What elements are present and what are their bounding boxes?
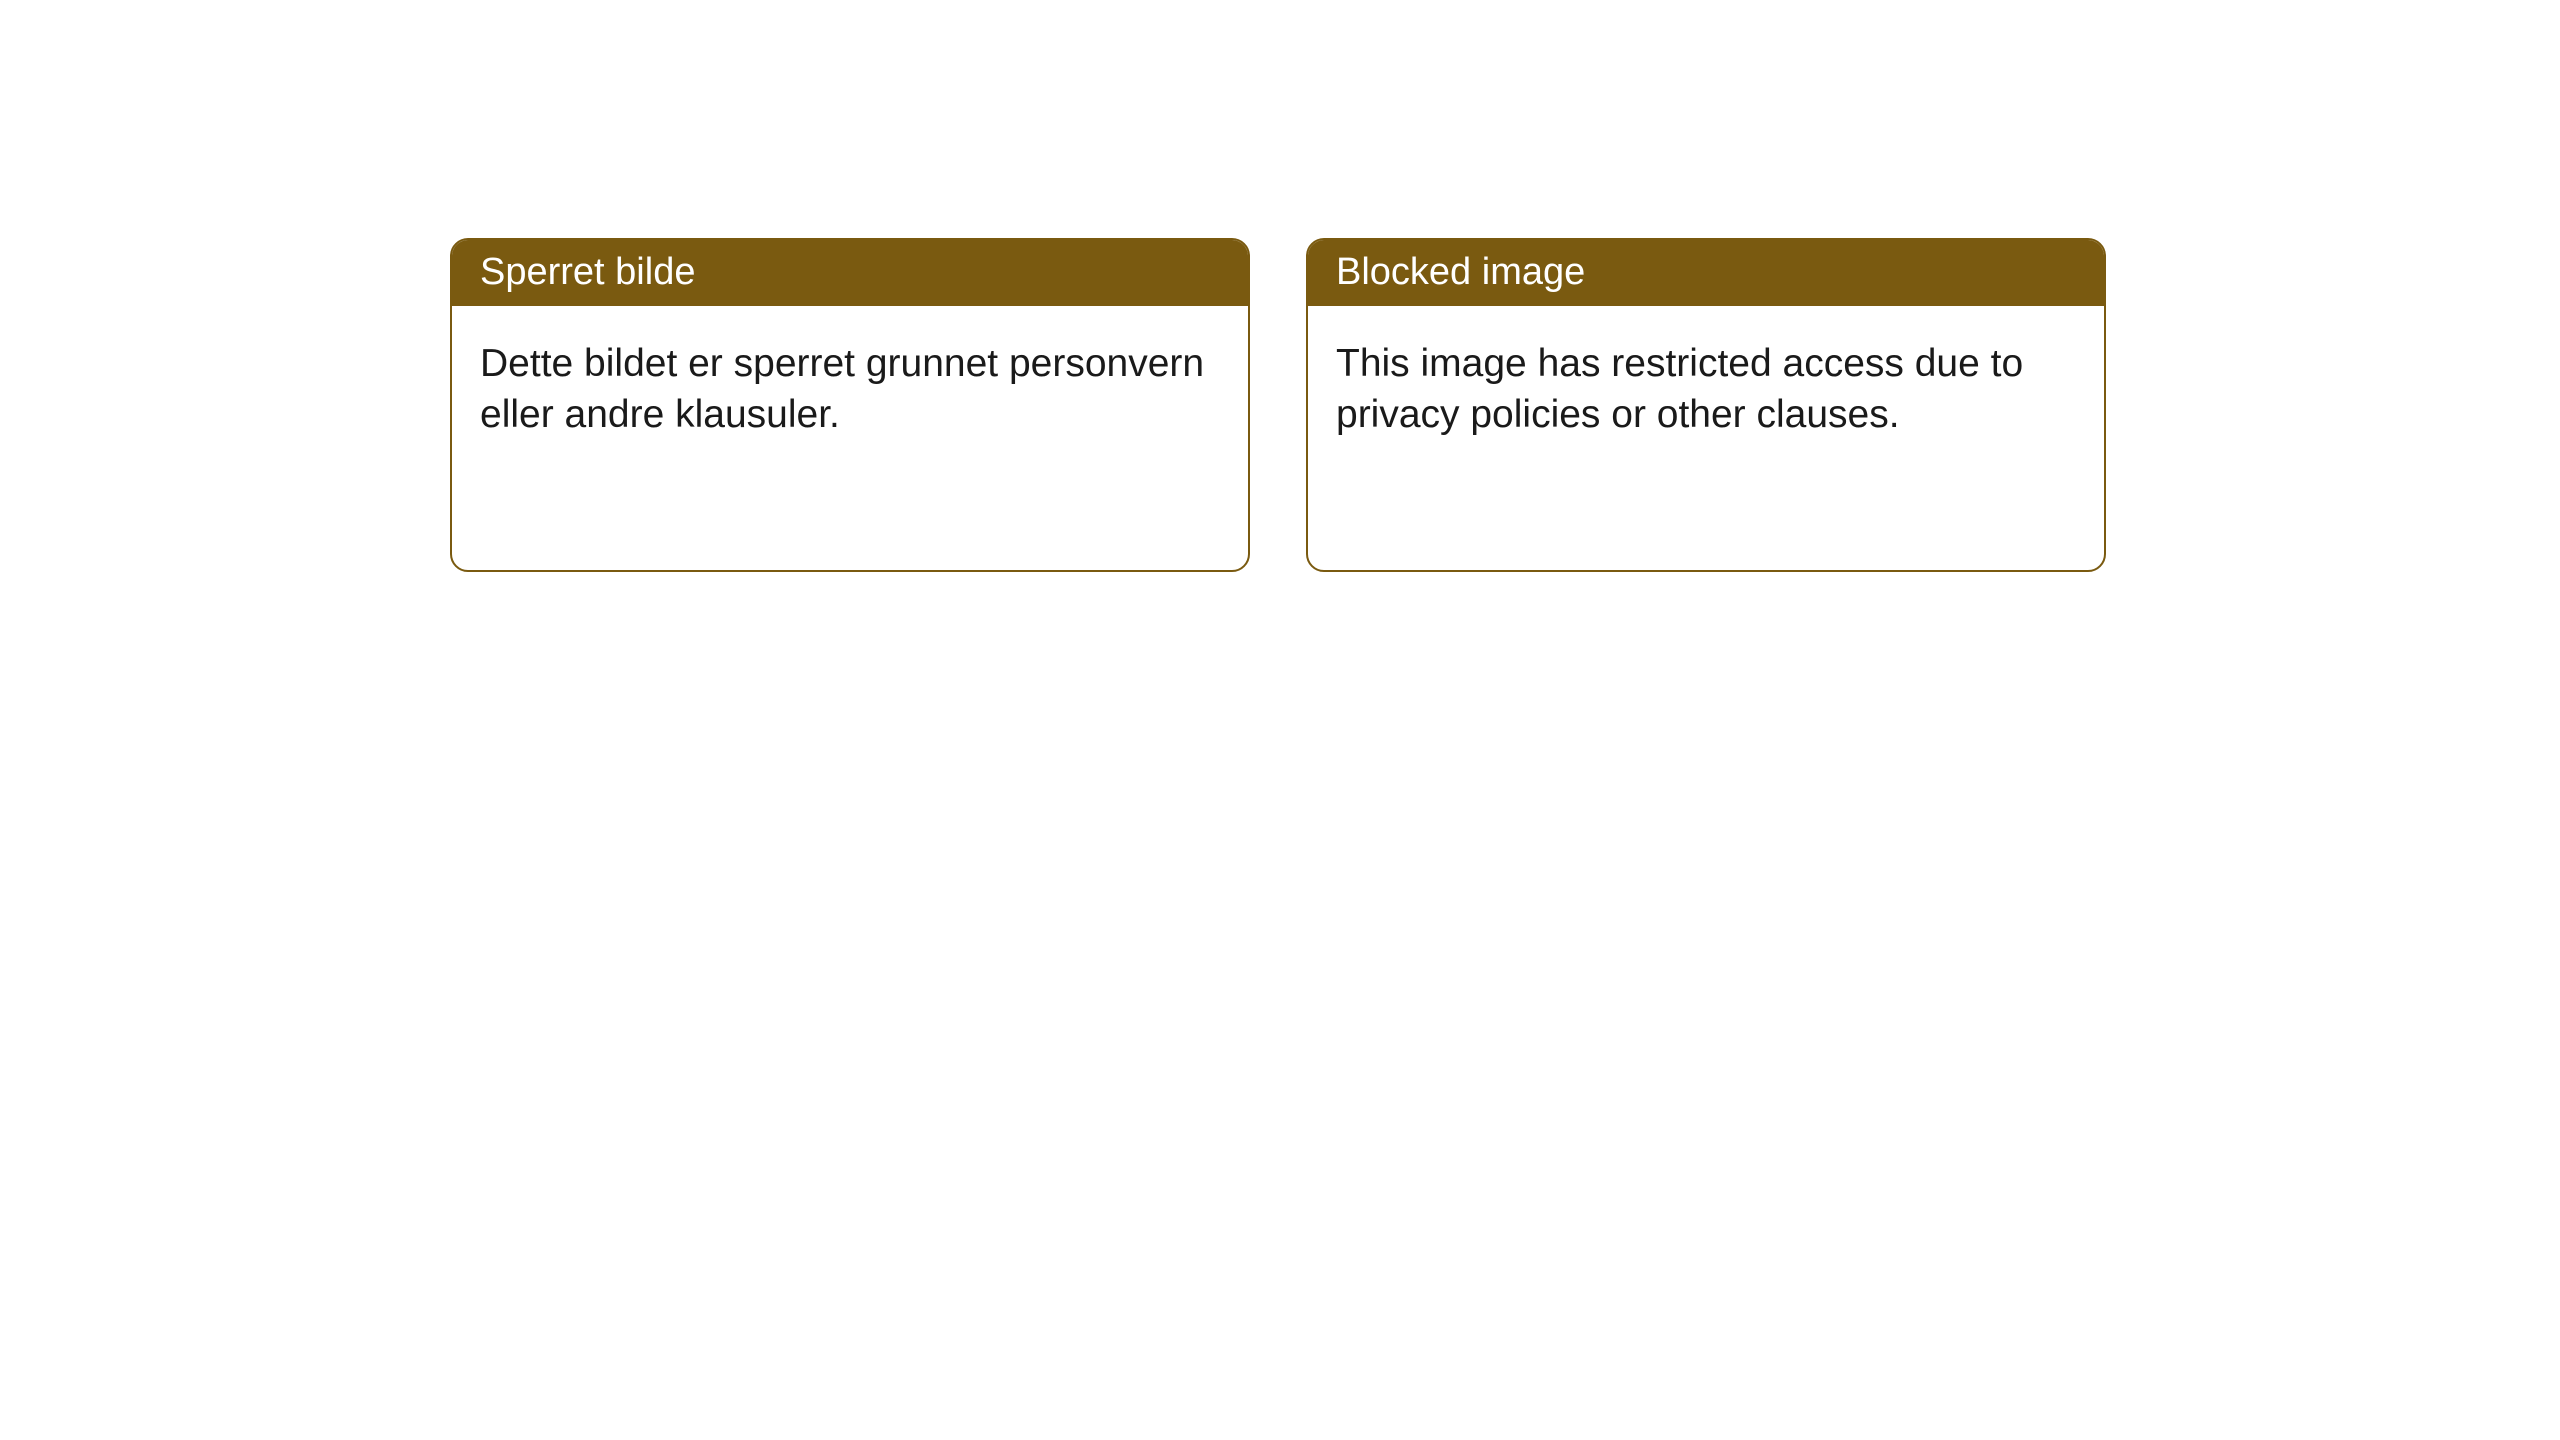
blocked-image-card-norwegian: Sperret bilde Dette bildet er sperret gr… xyxy=(450,238,1250,572)
card-title-norwegian: Sperret bilde xyxy=(480,251,695,293)
card-message-english: This image has restricted access due to … xyxy=(1336,342,2023,437)
card-body-norwegian: Dette bildet er sperret grunnet personve… xyxy=(452,306,1248,474)
card-header-norwegian: Sperret bilde xyxy=(452,240,1248,306)
card-header-english: Blocked image xyxy=(1308,240,2104,306)
blocked-image-card-english: Blocked image This image has restricted … xyxy=(1306,238,2106,572)
card-message-norwegian: Dette bildet er sperret grunnet personve… xyxy=(480,342,1204,437)
blocked-image-cards: Sperret bilde Dette bildet er sperret gr… xyxy=(450,238,2106,572)
card-body-english: This image has restricted access due to … xyxy=(1308,306,2104,474)
card-title-english: Blocked image xyxy=(1336,251,1585,293)
